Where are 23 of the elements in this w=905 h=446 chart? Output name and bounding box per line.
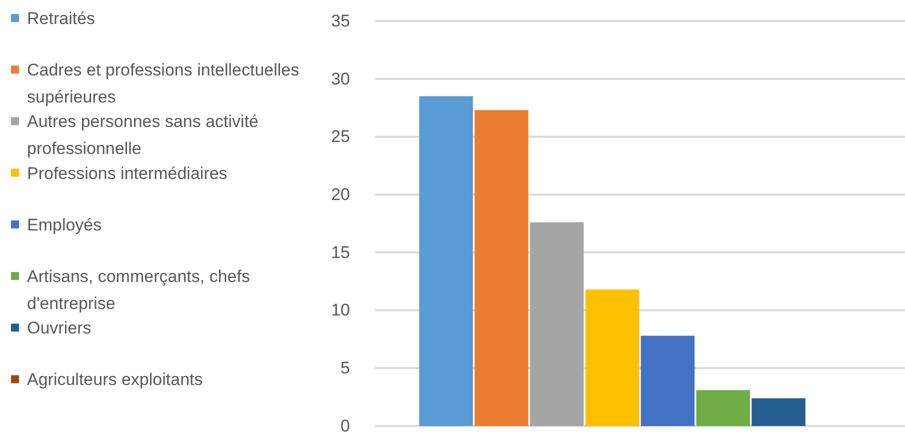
legend-label: Cadres et professions intellectuelles supérieures xyxy=(27,60,300,107)
y-tick-label: 5 xyxy=(340,358,350,378)
legend-label: Ouvriers xyxy=(27,318,92,338)
bar xyxy=(530,222,584,426)
legend-label: Employés xyxy=(27,215,102,234)
bar xyxy=(585,289,640,426)
y-tick-label: 0 xyxy=(340,416,350,436)
legend-label: Retraités xyxy=(27,9,96,28)
bar xyxy=(752,398,806,426)
bar xyxy=(640,336,695,426)
bar xyxy=(419,96,473,426)
bar xyxy=(696,390,750,426)
legend-label: Autres personnes sans activité professionnelle xyxy=(27,112,259,158)
legend-label: Artisans, commerçants, chefs d'entreprise xyxy=(27,267,250,313)
y-tick-label: 35 xyxy=(331,11,350,30)
y-tick-label: 10 xyxy=(331,300,350,320)
y-tick-label: 20 xyxy=(331,185,350,204)
bar xyxy=(474,110,528,426)
legend-label: Agriculteurs exploitants xyxy=(27,370,203,390)
y-tick-label: 15 xyxy=(331,242,350,262)
y-tick-label: 25 xyxy=(331,127,350,146)
legend-label: Professions intermédiaires xyxy=(27,164,228,183)
y-tick-label: 30 xyxy=(331,69,350,88)
